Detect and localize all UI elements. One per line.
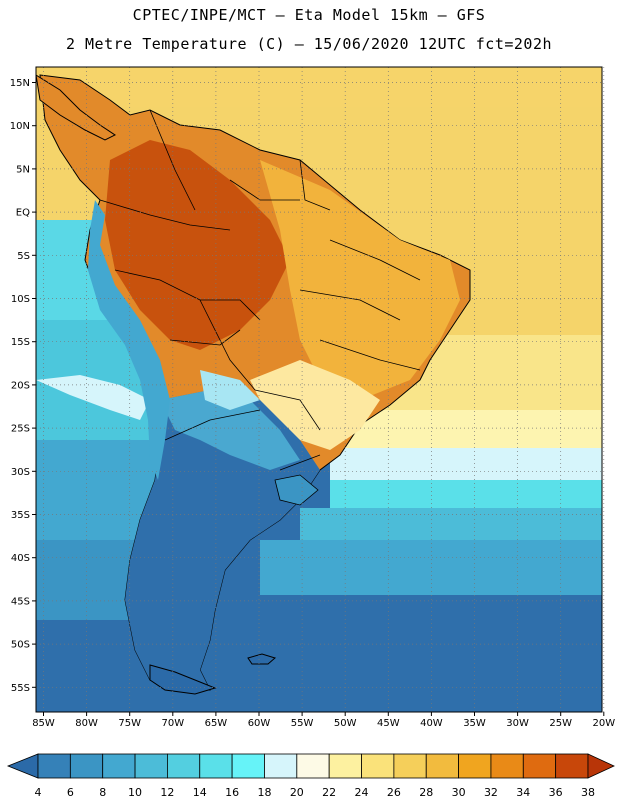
colorbar-box (167, 753, 201, 779)
colorbar-arrow-left (6, 753, 39, 779)
lon-label: 80W (75, 718, 98, 729)
lat-label: 15S (11, 337, 30, 348)
lat-label: 5N (16, 164, 30, 175)
latitude-labels: 15N 10N 5N EQ 5S 10S 15S 20S 25S 30S 35S 40S 45S 50S 5… (10, 78, 30, 694)
ocean-pacific-light-patch (36, 375, 150, 420)
colorbar-box (361, 753, 395, 779)
amazon-hot-zone (105, 140, 290, 350)
colorbar-box (458, 753, 492, 779)
colorbar-box (69, 753, 104, 779)
colorbar-label: 4 (35, 786, 42, 799)
colorbar-label: 16 (225, 786, 239, 799)
map-field (36, 67, 602, 712)
ocean-band-16 (330, 480, 602, 510)
uruguay-region (274, 474, 319, 506)
lat-label: 30S (11, 467, 30, 478)
pampas-cool (160, 390, 300, 470)
lon-label: 40W (420, 718, 443, 729)
colorbar-label: 34 (516, 786, 530, 799)
lon-label: 55W (291, 718, 314, 729)
colorbar-box (102, 753, 136, 779)
lat-label: 50S (11, 640, 30, 651)
colorbar-label: 30 (452, 786, 466, 799)
colorbar-label: 20 (290, 786, 304, 799)
lon-label: 70W (161, 718, 184, 729)
colorbar-box (231, 753, 265, 779)
colorbar-label: 28 (419, 786, 433, 799)
longitude-labels: 85W 80W 75W 70W 65W 60W 55W 50W 45W 40W 35W 30W 25W 2… (32, 718, 615, 729)
country-borders (99, 109, 421, 471)
colorbar-box (37, 753, 71, 779)
colorbar-labels: 4 6 8 10 12 14 16 18 20 22 24 26 28 30 32 34 36 38 (35, 786, 596, 799)
lat-label: 45S (11, 596, 30, 607)
colorbar-label: 14 (193, 786, 207, 799)
colorbar-label: 38 (581, 786, 595, 799)
map-frame (35, 66, 603, 713)
lat-label: 10S (11, 294, 30, 305)
colorbar-box (199, 753, 233, 779)
chaco-transition (200, 370, 260, 410)
ocean-band-18 (330, 448, 602, 483)
lat-label: EQ (16, 208, 30, 219)
ocean-band-10 (260, 540, 602, 595)
ocean-caribbean (36, 67, 602, 107)
colorbar-box (555, 753, 589, 779)
colorbar-box (134, 753, 168, 779)
lon-label: 50W (334, 718, 357, 729)
lon-label: 60W (248, 718, 271, 729)
colorbar-box (490, 753, 524, 779)
colorbar-box (393, 753, 427, 779)
colorbar-box (522, 753, 557, 779)
colorbar-label: 18 (257, 786, 271, 799)
lon-label: 65W (205, 718, 228, 729)
colorbar-label: 26 (387, 786, 401, 799)
lat-label: 20S (11, 380, 30, 391)
lon-label: 25W (549, 718, 572, 729)
colorbar-box (425, 753, 459, 779)
lat-label: 35S (11, 510, 30, 521)
central-america-land (36, 74, 116, 141)
lat-label: 55S (11, 683, 30, 694)
lat-label: 40S (11, 553, 30, 564)
colorbar-label: 36 (549, 786, 563, 799)
colorbar-label: 24 (355, 786, 369, 799)
tierra-del-fuego (149, 664, 217, 695)
colorbar-label: 32 (484, 786, 498, 799)
ocean-band-22 (330, 410, 602, 450)
colorbar-arrow-right (587, 753, 615, 779)
brazil-warm-zone (260, 160, 460, 400)
lat-label: 5S (17, 251, 30, 262)
colorbar-box (296, 753, 330, 779)
lat-label: 15N (10, 78, 30, 89)
ocean-band-12 (300, 508, 602, 543)
title-line-2: 2 Metre Temperature (C) – 15/06/2020 12U… (65, 35, 553, 53)
lon-label: 75W (118, 718, 141, 729)
lon-label: 45W (377, 718, 400, 729)
colorbar-box (328, 753, 362, 779)
colorbar-label: 22 (322, 786, 336, 799)
colorbar (6, 753, 615, 779)
colorbar-label: 8 (99, 786, 106, 799)
lon-label: 85W (32, 718, 55, 729)
colorbar-label: 10 (128, 786, 142, 799)
lat-label: 25S (11, 424, 30, 435)
colorbar-label: 12 (160, 786, 174, 799)
colorbar-box (264, 753, 298, 779)
andes-cold-strip (88, 200, 170, 480)
colorbar-label: 6 (67, 786, 74, 799)
lat-lon-grid (32, 67, 605, 716)
lon-label: 30W (506, 718, 529, 729)
lat-label: 10N (10, 121, 30, 132)
lon-label: 20W (592, 718, 615, 729)
title-line-1: CPTEC/INPE/MCT – Eta Model 15km – GFS (132, 6, 486, 24)
lon-label: 35W (463, 718, 486, 729)
falkland-islands (247, 653, 277, 665)
